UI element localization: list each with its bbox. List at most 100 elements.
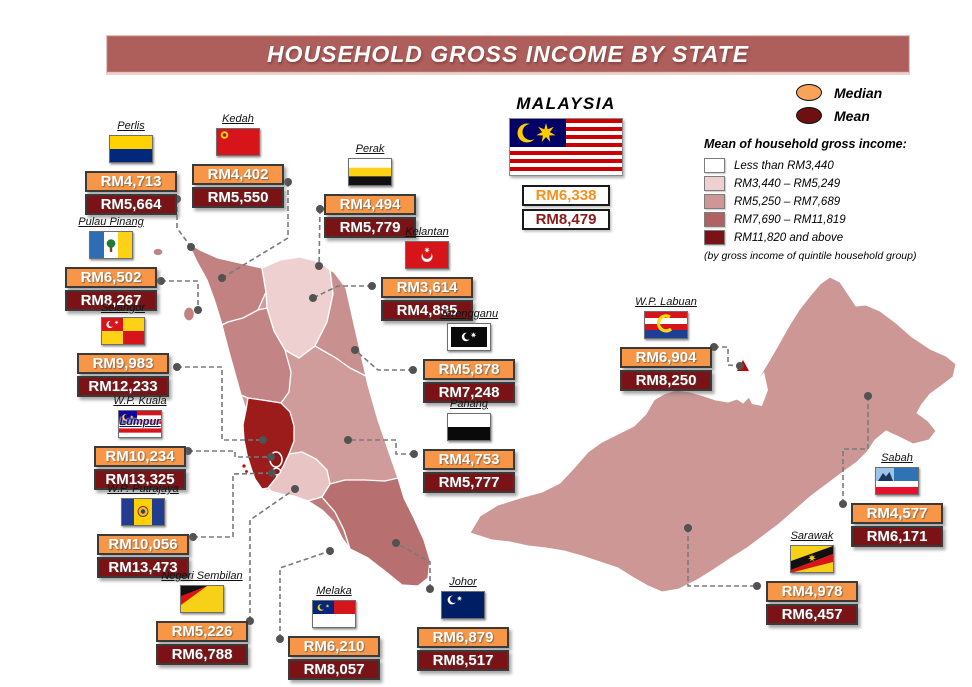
- mean-value: RM5,777: [423, 472, 515, 493]
- state-block-melaka: Melaka RM6,210 RM8,057: [274, 585, 394, 680]
- connector-selangor: [177, 366, 263, 441]
- scale-class-label: RM5,250 – RM7,689: [734, 195, 841, 208]
- connector-perak: [318, 208, 321, 267]
- connector-kuala-lumpur: [188, 450, 271, 458]
- perak-flag-icon: [348, 158, 392, 186]
- map-region-perak: [221, 307, 292, 404]
- state-block-pulau-pinang: Pulau Pinang RM6,502 RM8,267: [51, 216, 171, 311]
- map-speck: [245, 470, 248, 473]
- labuan-flag-icon: [644, 311, 688, 339]
- state-name: W.P. Putrajaya: [107, 483, 179, 495]
- median-value: RM4,577: [851, 503, 943, 524]
- state-block-labuan: W.P. Labuan RM6,904 RM8,250: [606, 296, 726, 391]
- median-value: RM6,502: [65, 267, 157, 288]
- state-name: Kelantan: [405, 226, 449, 238]
- country-block-malaysia: MALAYSIA RM6,338 RM8,479: [501, 94, 631, 230]
- connector-kedah: [221, 182, 289, 279]
- state-block-putrajaya: W.P. Putrajaya RM10,056 RM13,473: [83, 483, 203, 578]
- mean-value: RM8,267: [65, 290, 157, 311]
- mean-swatch-icon: [796, 107, 822, 124]
- mean-value: RM13,325: [94, 469, 186, 490]
- state-name: Perak: [355, 143, 385, 155]
- median-value: RM6,210: [288, 636, 380, 657]
- map-brunei-bay: [748, 372, 768, 406]
- map-peninsular-malaysia: [152, 242, 431, 587]
- scale-legend-title: Mean of household gross income:: [704, 137, 907, 151]
- state-name: Sarawak: [790, 530, 834, 542]
- legend-mean-row: Mean: [796, 107, 882, 124]
- state-block-kuala-lumpur: W.P. Kuala Lumpur RM10,234 RM13,325: [80, 395, 200, 490]
- connector-putrajaya: [193, 472, 273, 538]
- connector-perlis: [176, 199, 192, 248]
- scale-swatch-4-icon: [704, 212, 725, 227]
- connector-johor: [395, 542, 431, 589]
- connector-sabah: [842, 396, 869, 504]
- connector-pahang: [348, 439, 414, 455]
- median-value: RM4,753: [423, 449, 515, 470]
- mean-value: RM12,233: [77, 376, 169, 397]
- scale-class-label: RM11,820 and above: [734, 231, 844, 244]
- state-block-sabah: Sabah RM4,577 RM6,171: [837, 452, 957, 547]
- johor-flag-icon: [441, 591, 485, 619]
- state-name: W.P. Kuala: [113, 395, 167, 407]
- sabah-flag-icon: [875, 467, 919, 495]
- legend-median-row: Median: [796, 84, 882, 101]
- median-value: RM9,983: [77, 353, 169, 374]
- state-block-negeri-sembilan: Negeri Sembilan RM5,226 RM6,788: [142, 570, 262, 665]
- terengganu-flag-icon: [447, 323, 491, 351]
- state-name: Johor: [449, 576, 477, 588]
- mean-value: RM8,517: [417, 650, 509, 671]
- scale-class-row: RM5,250 – RM7,689: [704, 194, 970, 209]
- scale-swatch-5-icon: [704, 230, 725, 245]
- scale-swatch-3-icon: [704, 194, 725, 209]
- median-value: RM4,494: [324, 194, 416, 215]
- perlis-flag-icon: [109, 135, 153, 163]
- country-mean-value: RM8,479: [522, 209, 610, 230]
- map-island-penang: [182, 306, 196, 322]
- mean-label: Mean: [834, 107, 870, 124]
- connector-lines: [161, 182, 869, 639]
- state-block-sarawak: Sarawak RM4,978 RM6,457: [752, 530, 872, 625]
- map-speck: [242, 464, 246, 468]
- median-value: RM5,226: [156, 621, 248, 642]
- median-value: RM6,879: [417, 627, 509, 648]
- title-bar: HOUSEHOLD GROSS INCOME BY STATE: [106, 35, 910, 73]
- state-name: Perlis: [117, 120, 145, 132]
- mean-value: RM5,664: [85, 194, 177, 215]
- state-name: W.P. Labuan: [635, 296, 697, 308]
- mean-value: RM13,473: [97, 557, 189, 578]
- pulau-pinang-flag-icon: [89, 231, 133, 259]
- median-mean-legend: Median Mean: [796, 84, 882, 130]
- state-block-perlis: Perlis RM4,713 RM5,664: [71, 120, 191, 215]
- selangor-flag-icon: [101, 317, 145, 345]
- page-title: HOUSEHOLD GROSS INCOME BY STATE: [266, 40, 750, 67]
- median-label: Median: [834, 84, 883, 101]
- scale-class-row: Less than RM3,440: [704, 158, 970, 173]
- mean-value: RM5,779: [324, 217, 416, 238]
- median-value: RM10,234: [94, 446, 186, 467]
- state-block-perak: Perak RM4,494 RM5,779: [310, 143, 430, 238]
- state-block-selangor: Selangor RM9,983 RM12,233: [63, 302, 183, 397]
- country-name: MALAYSIA: [516, 94, 616, 113]
- median-value: RM4,713: [85, 171, 177, 192]
- kedah-flag-icon: [216, 128, 260, 156]
- connector-kelantan: [312, 285, 372, 299]
- mean-value: RM6,457: [766, 604, 858, 625]
- state-name: Sabah: [881, 452, 913, 464]
- map-region-johor: [321, 477, 431, 587]
- kuala-lumpur-flag-icon: Lumpur: [118, 410, 162, 438]
- malaysia-flag-icon: [509, 118, 623, 176]
- pahang-flag-icon: [447, 413, 491, 441]
- state-name: Selangor: [100, 302, 146, 314]
- scale-swatch-1-icon: [704, 158, 725, 173]
- scale-class-row: RM7,690 – RM11,819: [704, 212, 970, 227]
- scale-class-row: RM3,440 – RM5,249: [704, 176, 970, 191]
- connector-sarawak: [687, 528, 757, 587]
- country-median-value: RM6,338: [522, 185, 610, 206]
- state-name-line2: Lumpur: [119, 416, 161, 428]
- scale-swatch-2-icon: [704, 176, 725, 191]
- connector-dots: [157, 178, 872, 643]
- connector-terengganu: [354, 349, 413, 371]
- state-name: Terengganu: [439, 308, 499, 320]
